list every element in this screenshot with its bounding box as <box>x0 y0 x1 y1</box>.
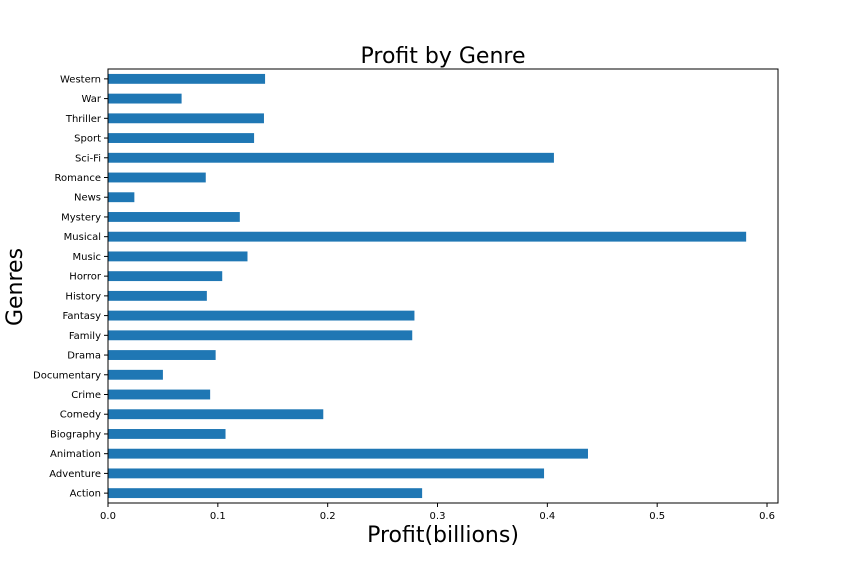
x-tick-label: 0.3 <box>430 511 446 522</box>
bar-sport <box>108 133 255 143</box>
bar-thriller <box>108 113 264 124</box>
bar-comedy <box>108 409 324 420</box>
y-tick-label: Adventure <box>49 469 101 480</box>
x-tick-label: 0.1 <box>210 511 226 522</box>
bar-action <box>108 488 423 499</box>
bar-news <box>108 192 135 203</box>
bar-family <box>108 330 413 341</box>
y-tick-label: Music <box>73 252 101 263</box>
y-tick-label: Western <box>60 74 101 85</box>
y-tick-label: Musical <box>64 232 101 243</box>
y-tick-label: Horror <box>69 272 102 283</box>
x-tick-label: 0.6 <box>759 511 775 522</box>
bar-western <box>108 73 266 84</box>
bar-documentary <box>108 369 163 380</box>
bar-crime <box>108 389 211 400</box>
y-tick-label: News <box>74 193 101 204</box>
y-tick-label: History <box>65 291 101 302</box>
bar-sci-fi <box>108 152 554 163</box>
y-tick-label: War <box>82 94 102 105</box>
plot-frame <box>107 68 779 504</box>
y-axis-ticks: Action Adventure Animation Biography Comedy C… <box>33 74 108 500</box>
bar-animation <box>108 448 588 459</box>
y-tick-label: Action <box>70 489 101 500</box>
bar-music <box>108 251 248 262</box>
bar-biography <box>108 429 226 439</box>
bar-mystery <box>108 212 240 222</box>
bar-musical <box>108 231 747 242</box>
bars-layer <box>108 73 747 499</box>
x-tick-label: 0.0 <box>100 511 116 522</box>
y-tick-label: Family <box>69 331 101 342</box>
bar-horror <box>108 271 223 282</box>
y-tick-label: Sport <box>74 134 101 145</box>
x-axis-ticks: 0.0 0.1 0.2 0.3 0.4 0.5 0.6 <box>100 503 775 522</box>
x-tick-label: 0.4 <box>539 511 555 522</box>
bar-drama <box>108 350 216 360</box>
y-tick-label: Drama <box>67 351 101 362</box>
y-tick-label: Crime <box>71 390 101 401</box>
bar-war <box>108 93 182 104</box>
y-tick-label: Thriller <box>65 114 102 125</box>
y-tick-label: Animation <box>50 449 101 460</box>
y-tick-label: Sci-Fi <box>75 153 101 164</box>
y-axis-label: Genres <box>3 248 28 326</box>
y-tick-label: Comedy <box>60 410 101 421</box>
x-axis-label: Profit(billions) <box>367 523 519 548</box>
bar-romance <box>108 172 206 183</box>
y-tick-label: Mystery <box>61 212 101 223</box>
x-tick-label: 0.5 <box>649 511 665 522</box>
y-tick-label: Fantasy <box>63 311 102 322</box>
x-tick-label: 0.2 <box>320 511 336 522</box>
y-tick-label: Romance <box>55 173 101 184</box>
y-tick-label: Biography <box>50 429 101 440</box>
chart-title: Profit by Genre <box>361 44 526 69</box>
bar-history <box>108 290 207 301</box>
bar-adventure <box>108 468 545 479</box>
y-tick-label: Documentary <box>33 370 101 381</box>
bar-fantasy <box>108 310 415 321</box>
